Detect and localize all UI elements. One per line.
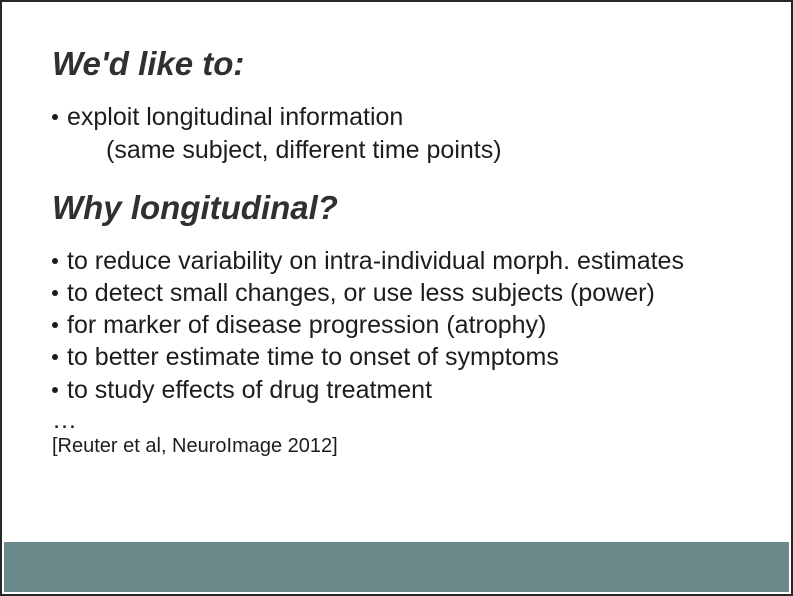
footer-bar [4,542,789,592]
bullet-subtext: (same subject, different time points) [52,135,761,166]
bullet-text: to detect small changes, or use less sub… [67,278,655,309]
bullet-text: exploit longitudinal information [67,102,403,133]
bullet-dot-icon [52,322,58,328]
bullet-dot-icon [52,258,58,264]
heading-1: We'd like to: [52,44,761,84]
bullet-item: to better estimate time to onset of symp… [52,342,761,373]
bullet-item: to detect small changes, or use less sub… [52,278,761,309]
bullet-item: exploit longitudinal information [52,102,761,133]
slide-frame: We'd like to: exploit longitudinal infor… [0,0,793,596]
section-2: to reduce variability on intra-individua… [52,246,761,406]
bullet-text: to better estimate time to onset of symp… [67,342,559,373]
bullet-item: to reduce variability on intra-individua… [52,246,761,277]
bullet-dot-icon [52,290,58,296]
slide-content: We'd like to: exploit longitudinal infor… [52,44,761,458]
bullet-item: to study effects of drug treatment [52,375,761,406]
bullet-text: for marker of disease progression (atrop… [67,310,546,341]
heading-2: Why longitudinal? [52,188,761,228]
citation-text: [Reuter et al, NeuroImage 2012] [52,435,761,458]
ellipsis-text: … [52,408,761,433]
section-1: exploit longitudinal information (same s… [52,102,761,167]
bullet-text: to study effects of drug treatment [67,375,432,406]
bullet-item: for marker of disease progression (atrop… [52,310,761,341]
bullet-dot-icon [52,354,58,360]
bullet-dot-icon [52,387,58,393]
bullet-text: to reduce variability on intra-individua… [67,246,684,277]
bullet-dot-icon [52,114,58,120]
